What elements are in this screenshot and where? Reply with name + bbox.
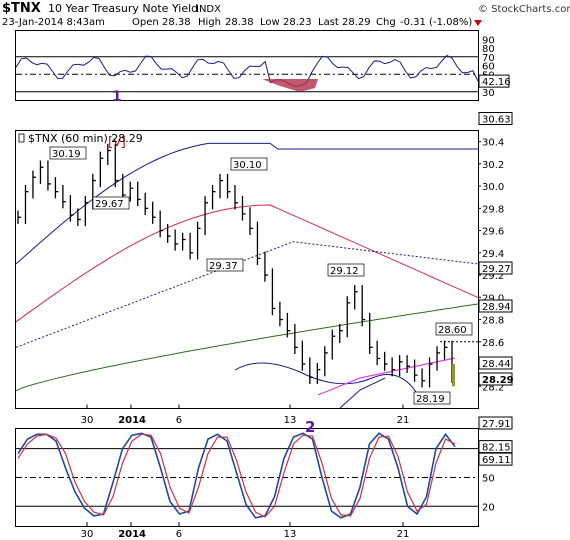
- stoch-tick-label: 50: [482, 473, 495, 484]
- indicator-oversold-fill: [262, 79, 318, 92]
- legend-bar-icon: [18, 133, 25, 143]
- stoch-x-tick-label: 2014: [118, 529, 146, 540]
- price-annotation-box: [206, 258, 244, 272]
- wave-v-label: [v]: [108, 135, 126, 150]
- price-right-label-box: [478, 416, 513, 430]
- wave-2-label: 2: [305, 418, 315, 436]
- wave-1-label: 1: [112, 89, 122, 105]
- price-right-label: 29.27: [482, 264, 511, 275]
- datetime: 23-Jan-2014 8:43am: [2, 17, 105, 28]
- price-annotation-box: [327, 263, 365, 277]
- stochastic-layer: [16, 432, 478, 519]
- price-x-tick-label: 30: [81, 415, 94, 426]
- price-legend: $TNX (60 min) 28.29: [28, 132, 143, 145]
- price-right-label: 27.91: [482, 419, 511, 430]
- price-right-label: 28.29: [482, 375, 514, 386]
- stoch-x-tick-label: 6: [176, 529, 182, 540]
- price-tick-label: 30.2: [482, 160, 504, 171]
- price-layer: 30.19 29.67 30.10 29.37 29.12 28.60 28.19 [v] 2 $…: [15, 130, 479, 436]
- price-tick-label: 28.8: [482, 316, 504, 327]
- price-annotation: 28.60: [438, 325, 467, 336]
- last-label: Last: [318, 17, 339, 28]
- price-tick-label: 28.6: [482, 338, 504, 349]
- stoch-x-tick-label: 30: [81, 529, 94, 540]
- down-arrow-icon: [474, 20, 482, 26]
- indicator-tick-label: 90: [482, 35, 495, 46]
- price-tick-label: 29.2: [482, 271, 504, 282]
- pink-trend-line: [317, 357, 456, 396]
- price-annotation-box: [92, 196, 130, 210]
- price-tick-label: 29.8: [482, 204, 504, 215]
- low-value: 28.23: [283, 17, 312, 28]
- stoch-value-box: [478, 452, 513, 466]
- price-right-label-box: [478, 112, 513, 125]
- stoch-tick-label: 82.15: [482, 443, 511, 454]
- indicator-tick-label: 80: [482, 44, 495, 55]
- open-label: Open: [132, 17, 159, 28]
- price-annotation: 29.37: [209, 261, 238, 272]
- price-x-tick-label: 13: [284, 415, 297, 426]
- price-tick-label: 29.6: [482, 227, 504, 238]
- price-right-label: 30.63: [482, 115, 511, 126]
- price-annotation: 28.19: [416, 394, 445, 405]
- stoch-d-line: [17, 433, 456, 518]
- price-x-tick-label: 2014: [118, 415, 146, 426]
- price-right-label-box: [478, 299, 513, 313]
- blue-dotted-moving-average: [15, 241, 479, 348]
- indicator-layer: 1: [15, 54, 479, 105]
- watermark: © StockCharts.com: [478, 4, 570, 15]
- stoch-x-tick-label: 21: [397, 529, 410, 540]
- price-x-tick-label: 6: [176, 415, 182, 426]
- chg-label: Chg: [376, 17, 396, 28]
- red-moving-average: [15, 204, 479, 323]
- price-annotation-box: [413, 391, 451, 405]
- price-annotation: 29.12: [330, 266, 359, 277]
- price-annotation: 30.19: [52, 149, 81, 160]
- stoch-tick-label: 69.11: [482, 455, 511, 466]
- price-tick-label: 29.0: [482, 293, 504, 304]
- lower-band-segment: [339, 377, 386, 409]
- price-annotation-box: [435, 322, 473, 336]
- price-tick-label: 28.2: [482, 382, 504, 393]
- price-tick-label: 30.0: [482, 182, 504, 193]
- price-annotation: 30.10: [233, 160, 262, 171]
- stoch-x-tick-label: 13: [284, 529, 297, 540]
- high-label: High: [198, 17, 221, 28]
- security-name: 10 Year Treasury Note Yield: [48, 2, 198, 15]
- price-x-tick-label: 21: [397, 415, 410, 426]
- high-value: 28.38: [225, 17, 254, 28]
- indicator-tick-label: 70: [482, 53, 495, 64]
- price-right-label-box: [478, 372, 513, 386]
- price-right-label-box: [478, 261, 513, 275]
- axis-layer: 9080706050403042.1630.430.230.029.829.62…: [81, 35, 514, 540]
- stoch-k-line: [17, 432, 456, 519]
- indicator-line: [15, 54, 479, 88]
- symbol: $TNX: [2, 1, 41, 16]
- price-right-label-box: [478, 356, 513, 370]
- lower-bollinger-band: [234, 362, 419, 396]
- exchange: INDX: [196, 4, 221, 15]
- low-label: Low: [260, 17, 280, 28]
- stoch-value-box: [478, 440, 513, 454]
- indicator-tick-label: 30: [482, 88, 495, 99]
- last-value: 28.29: [342, 17, 371, 28]
- indicator-last-value: 42.16: [482, 77, 511, 88]
- stoch-tick-label: 20: [482, 502, 495, 513]
- price-annotation-box: [230, 157, 268, 171]
- open-value: 28.38: [162, 17, 191, 28]
- price-right-label: 28.94: [482, 302, 511, 313]
- chg-value: -0.31 (-1.08%): [400, 17, 472, 28]
- indicator-last-value-box: [478, 74, 510, 88]
- indicator-panel: [15, 30, 479, 101]
- latest-bar: [452, 364, 455, 387]
- price-tick-label: 30.4: [482, 138, 504, 149]
- price-right-label: 28.44: [482, 359, 511, 370]
- indicator-tick-label: 60: [482, 62, 495, 73]
- price-tick-label: 29.4: [482, 249, 504, 260]
- price-annotation-box: [49, 146, 87, 160]
- price-annotation: 29.67: [95, 199, 124, 210]
- green-moving-average: [15, 303, 479, 392]
